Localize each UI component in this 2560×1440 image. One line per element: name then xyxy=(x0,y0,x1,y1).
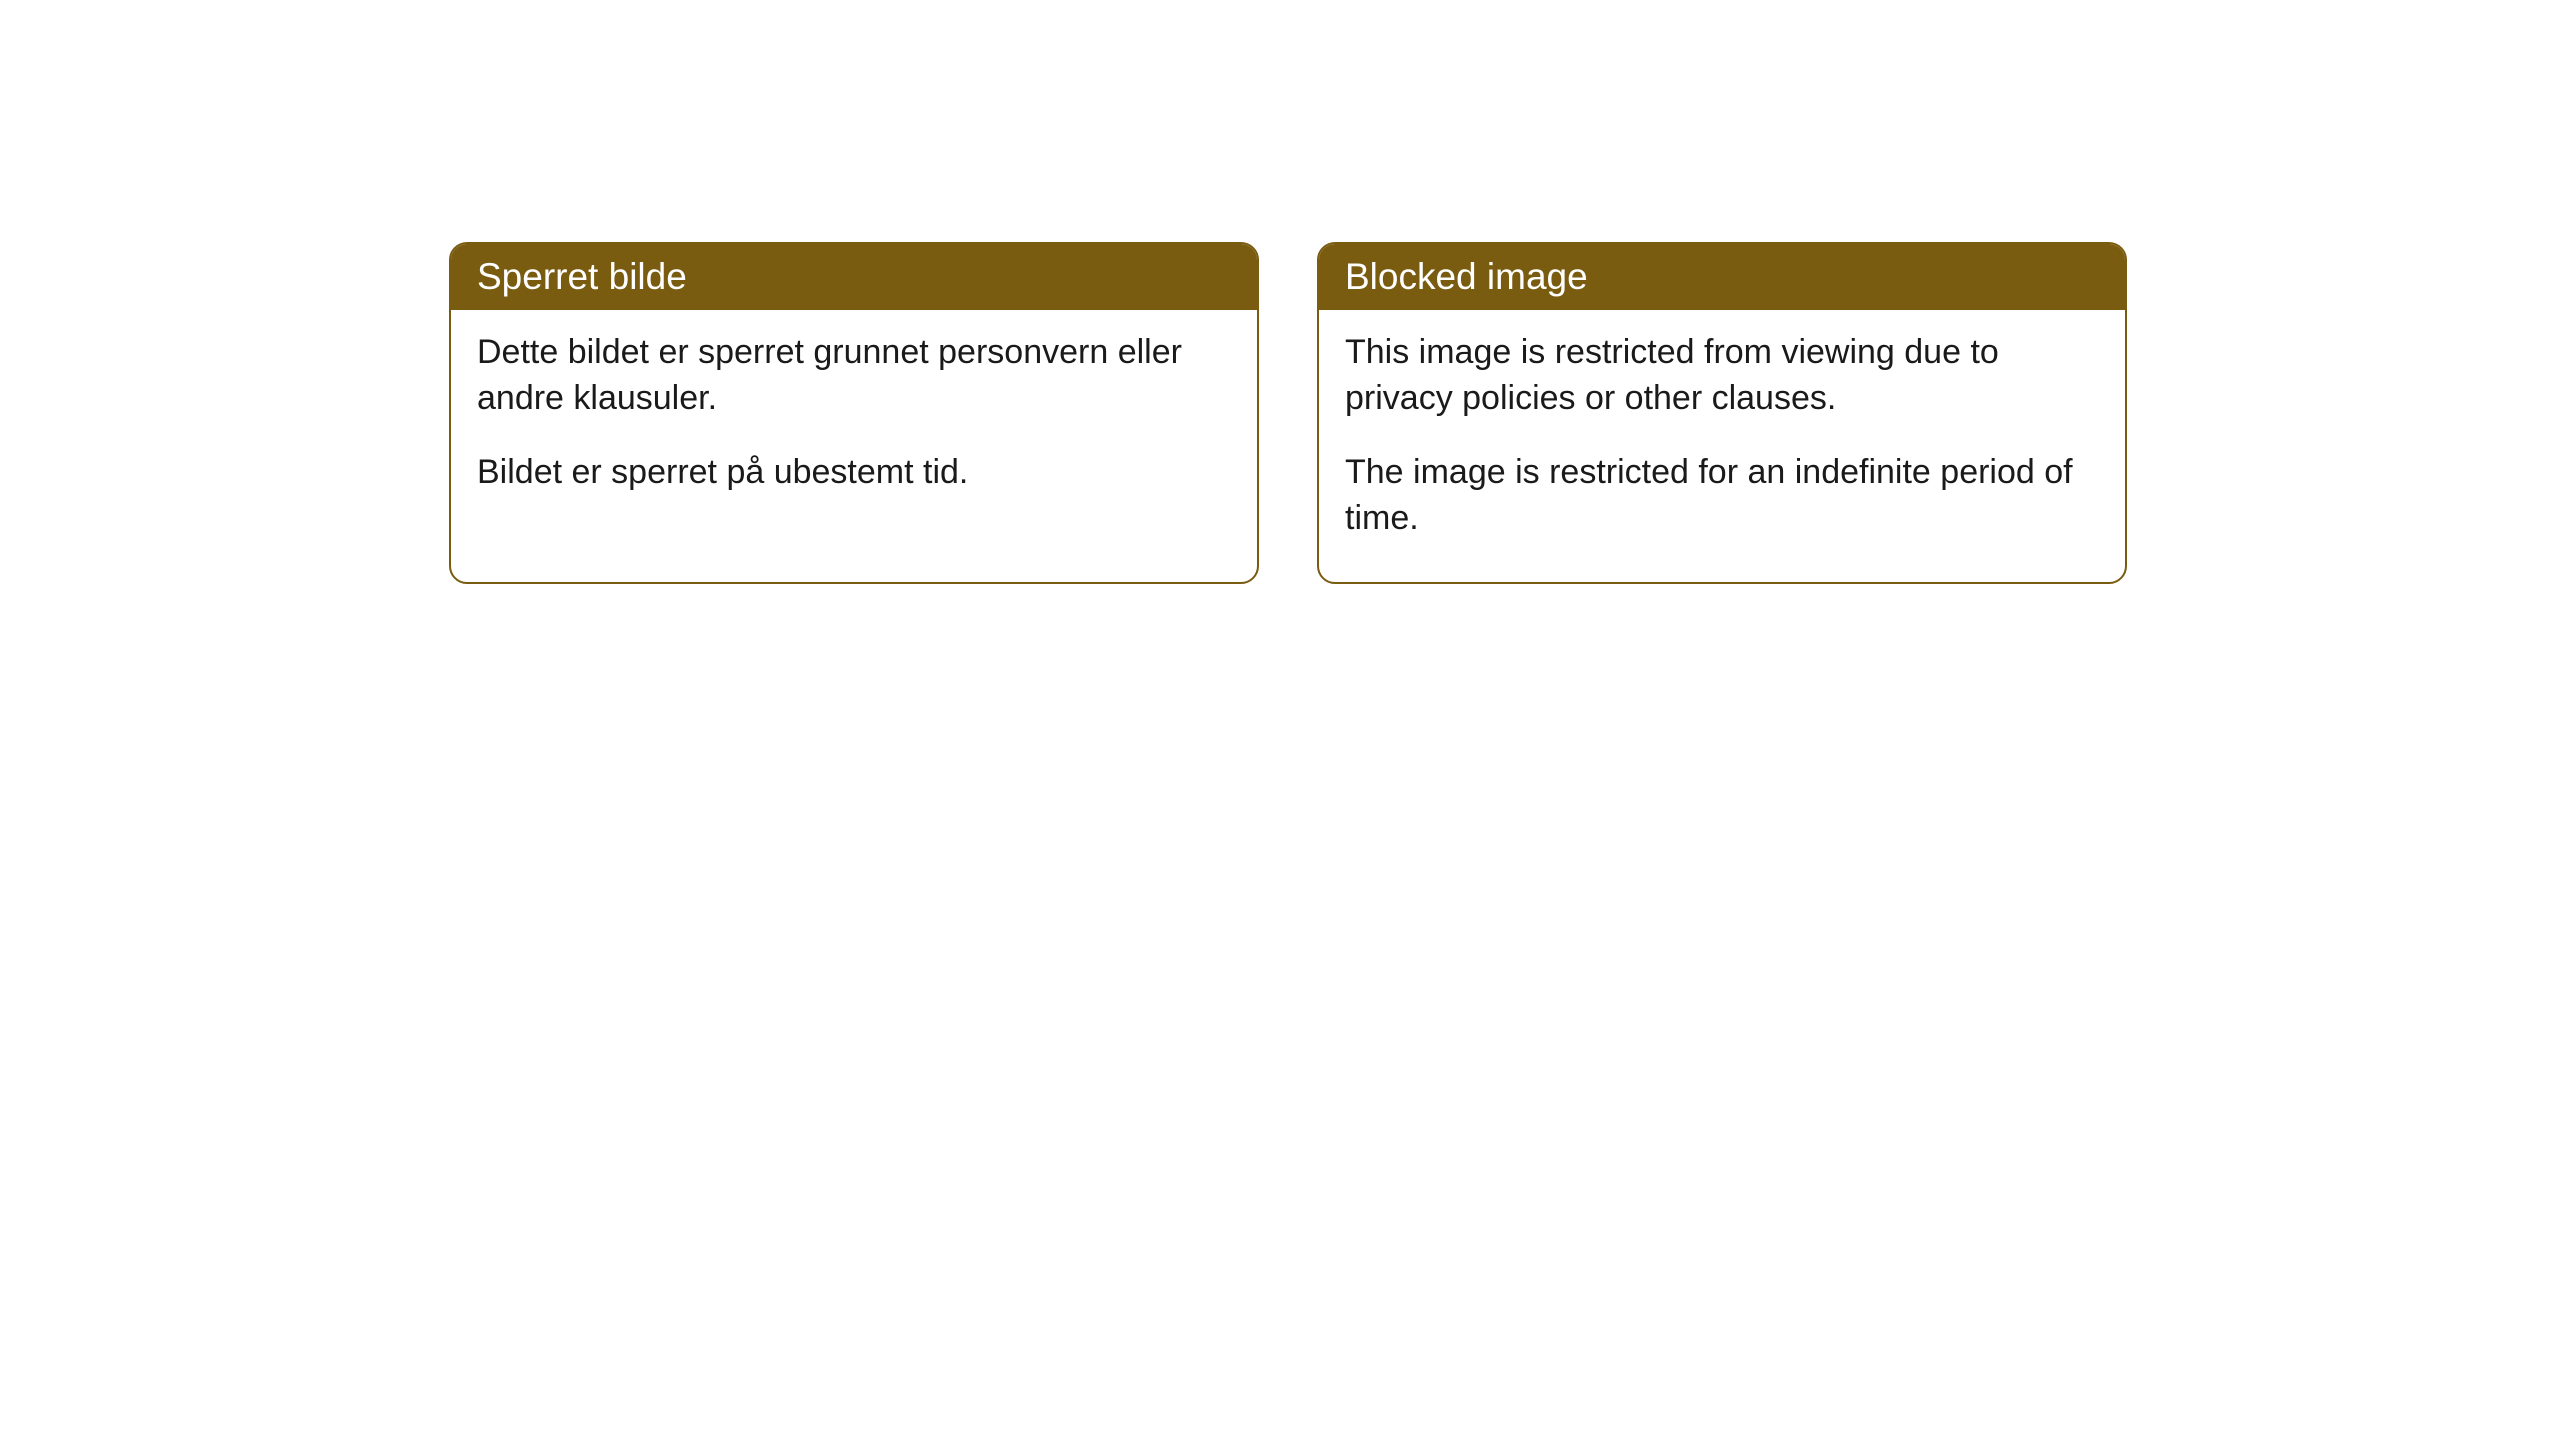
notice-cards-container: Sperret bilde Dette bildet er sperret gr… xyxy=(449,242,2127,584)
card-paragraph: Dette bildet er sperret grunnet personve… xyxy=(477,330,1231,422)
card-header-norwegian: Sperret bilde xyxy=(451,244,1257,310)
card-paragraph: This image is restricted from viewing du… xyxy=(1345,330,2099,422)
card-paragraph: The image is restricted for an indefinit… xyxy=(1345,450,2099,542)
card-paragraph: Bildet er sperret på ubestemt tid. xyxy=(477,450,1231,496)
notice-card-norwegian: Sperret bilde Dette bildet er sperret gr… xyxy=(449,242,1259,584)
card-title: Sperret bilde xyxy=(477,256,687,297)
notice-card-english: Blocked image This image is restricted f… xyxy=(1317,242,2127,584)
card-header-english: Blocked image xyxy=(1319,244,2125,310)
card-body-norwegian: Dette bildet er sperret grunnet personve… xyxy=(451,310,1257,536)
card-body-english: This image is restricted from viewing du… xyxy=(1319,310,2125,582)
card-title: Blocked image xyxy=(1345,256,1588,297)
